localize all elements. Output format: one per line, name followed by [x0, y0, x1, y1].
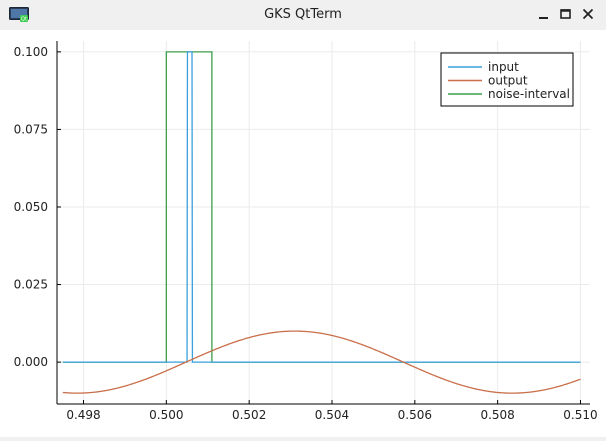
- legend-label: noise-interval: [488, 87, 570, 101]
- legend-label: input: [488, 60, 519, 74]
- x-tick-label: 0.506: [398, 408, 432, 422]
- x-tick-label: 0.500: [149, 408, 183, 422]
- axes: 0.498 0.500 0.502 0.504 0.506 0.508 0.510 0.000…: [14, 41, 598, 422]
- title-bar[interactable]: Qt GKS QtTerm: [0, 0, 606, 30]
- x-tick-label: 0.504: [315, 408, 349, 422]
- series-line-output: [62, 330, 581, 394]
- svg-text:Qt: Qt: [21, 17, 27, 23]
- y-tick-label: 0.000: [14, 355, 48, 369]
- line-chart: 0.498 0.500 0.502 0.504 0.506 0.508 0.510 0.000…: [14, 41, 598, 422]
- minimize-icon[interactable]: [536, 6, 552, 22]
- maximize-icon[interactable]: [558, 6, 574, 22]
- series-group: [62, 51, 581, 394]
- plot-canvas: 0.498 0.500 0.502 0.504 0.506 0.508 0.510 0.000…: [0, 30, 606, 437]
- x-tick-label: 0.498: [66, 408, 100, 422]
- legend-label: output: [488, 74, 528, 88]
- close-icon[interactable]: [580, 6, 596, 22]
- legend-box: [440, 52, 574, 107]
- y-tick-label: 0.100: [14, 45, 48, 59]
- y-tick-label: 0.050: [14, 200, 48, 214]
- x-tick-label: 0.508: [480, 408, 514, 422]
- y-tick-label: 0.025: [14, 278, 48, 292]
- x-tick-label: 0.502: [232, 408, 266, 422]
- y-tick-label: 0.075: [14, 122, 48, 136]
- window-title: GKS QtTerm: [264, 7, 342, 22]
- x-tick-label: 0.510: [563, 408, 597, 422]
- qt-terminal-icon: Qt: [9, 7, 29, 23]
